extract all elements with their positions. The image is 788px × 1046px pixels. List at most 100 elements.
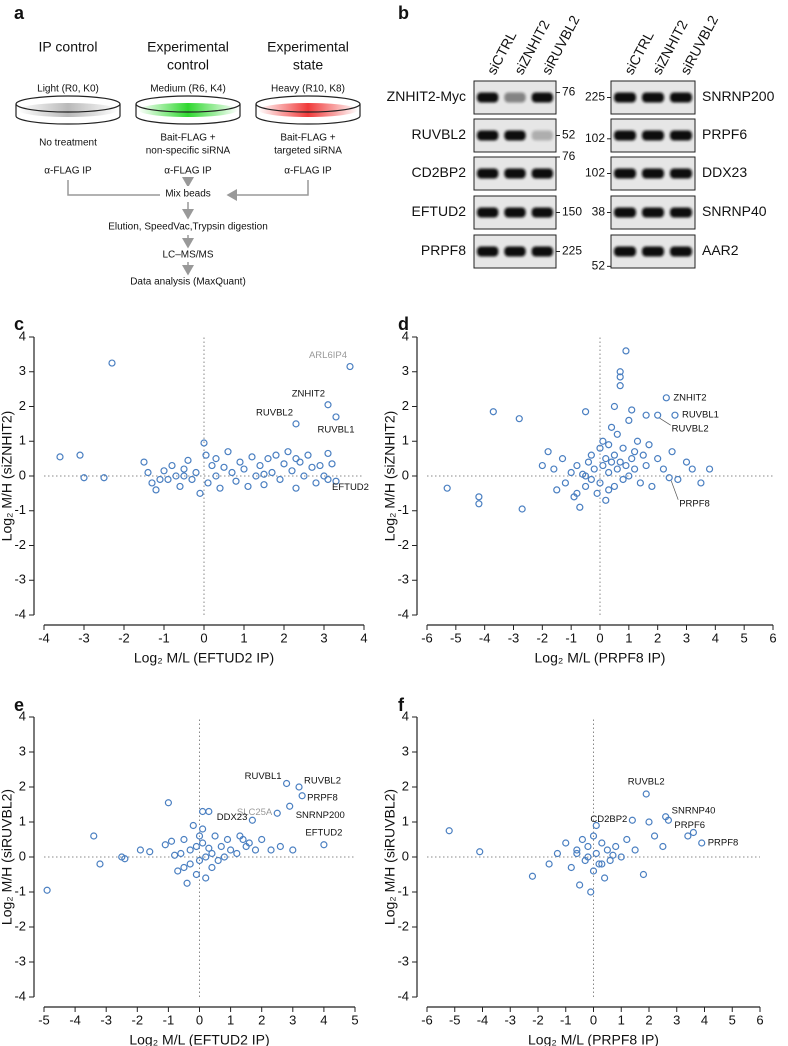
blot-band bbox=[614, 130, 636, 141]
annotated-point bbox=[671, 411, 679, 419]
data-point bbox=[192, 842, 200, 851]
data-point bbox=[443, 484, 451, 492]
data-point bbox=[584, 458, 593, 466]
blot-band bbox=[614, 246, 636, 257]
data-point bbox=[573, 849, 581, 858]
data-point bbox=[186, 860, 194, 868]
leader-line bbox=[659, 417, 671, 426]
y-tick-label: 2 bbox=[402, 778, 409, 793]
data-point bbox=[584, 853, 592, 861]
panel-label: d bbox=[398, 314, 409, 334]
data-point bbox=[682, 458, 691, 466]
blot-band bbox=[670, 92, 692, 103]
y-tick-label: -2 bbox=[14, 918, 26, 933]
point-label: RUVBL2 bbox=[672, 424, 709, 435]
data-point bbox=[616, 368, 624, 376]
data-point bbox=[252, 472, 260, 480]
data-point bbox=[312, 479, 320, 487]
x-tick-label: 1 bbox=[227, 1012, 234, 1027]
data-point bbox=[212, 472, 220, 480]
scatter-plot: d -6 -5 -4 -3 -2 -1 0 1 2 3 4 5 6 -4 -3 -2 -1 0 1 2 3 4 Log₂ M/… bbox=[382, 314, 777, 666]
blot-band bbox=[642, 130, 664, 141]
data-point bbox=[589, 832, 598, 840]
panel-label: e bbox=[14, 695, 24, 715]
y-tick-label: 1 bbox=[402, 813, 409, 828]
mw-marker: 76 bbox=[562, 149, 576, 163]
data-point bbox=[576, 503, 584, 511]
blot-band bbox=[642, 207, 664, 218]
annotated-point bbox=[665, 474, 673, 482]
y-tick-label: -3 bbox=[397, 953, 409, 968]
x-axis-label: Log₂ M/L (EFTUD2 IP) bbox=[134, 650, 274, 666]
x-tick-label: 0 bbox=[200, 630, 207, 645]
blot-band bbox=[531, 168, 553, 179]
data-point bbox=[108, 359, 116, 367]
data-point bbox=[184, 456, 192, 464]
data-point bbox=[171, 851, 179, 859]
y-tick-label: -1 bbox=[14, 883, 26, 898]
point-label: EFTUD2 bbox=[305, 827, 342, 838]
data-point bbox=[144, 468, 152, 477]
panel-label: b bbox=[398, 3, 409, 23]
data-point bbox=[202, 874, 210, 882]
y-tick-label: -1 bbox=[14, 502, 26, 517]
column-title: Experimental bbox=[147, 39, 229, 55]
data-point bbox=[561, 479, 570, 487]
y-tick-label: -4 bbox=[14, 988, 26, 1003]
data-point bbox=[619, 475, 627, 484]
data-point bbox=[613, 430, 621, 438]
blot-band bbox=[504, 92, 526, 103]
annotated-point bbox=[324, 475, 332, 484]
data-point bbox=[545, 860, 553, 868]
protein-label: PRPF6 bbox=[702, 126, 747, 142]
data-point bbox=[697, 479, 705, 487]
scatter-plot: f -6 -5 -4 -3 -2 -1 0 1 2 3 4 5 6 -4 -3 -2 -1 0 1 2 3 4 Log₂ M/… bbox=[382, 695, 764, 1046]
point-label: ARL6IP4 bbox=[309, 350, 347, 361]
data-point bbox=[146, 848, 154, 856]
data-point bbox=[573, 846, 581, 854]
point-label: CD2BP2 bbox=[590, 814, 627, 825]
data-point bbox=[605, 486, 613, 494]
data-point bbox=[515, 415, 523, 423]
y-tick-label: 1 bbox=[19, 813, 26, 828]
data-point bbox=[177, 849, 185, 858]
x-tick-label: -4 bbox=[479, 630, 491, 645]
data-point bbox=[260, 470, 268, 478]
data-point bbox=[192, 468, 200, 477]
scatter-plot: e -5 -4 -3 -2 -1 0 1 2 3 4 5 -4 -3 -2 -1 0 1 2 3 4 Log₂ M/L (… bbox=[0, 695, 359, 1046]
x-axis-label: Log₂ M/L (PRPF8 IP) bbox=[535, 650, 666, 666]
data-point bbox=[164, 799, 172, 807]
data-point bbox=[607, 458, 616, 466]
protein-label: RUVBL2 bbox=[412, 126, 467, 142]
data-point bbox=[199, 825, 207, 833]
workflow-step: Elution, SpeedVac,Trypsin digestion bbox=[108, 222, 268, 233]
data-point bbox=[684, 832, 692, 840]
protein-label: EFTUD2 bbox=[412, 203, 467, 219]
workflow-step: Data analysis (MaxQuant) bbox=[130, 277, 246, 288]
point-label: PRPF8 bbox=[679, 498, 710, 509]
data-point bbox=[180, 472, 188, 480]
data-point bbox=[251, 846, 260, 854]
data-point bbox=[587, 475, 595, 484]
data-point bbox=[202, 451, 210, 459]
medium-label: Heavy (R10, K8) bbox=[271, 84, 345, 95]
x-tick-label: 5 bbox=[729, 1012, 736, 1027]
data-point bbox=[136, 846, 145, 854]
annotated-point bbox=[332, 413, 340, 421]
y-tick-label: -3 bbox=[397, 572, 409, 587]
blot-band bbox=[477, 168, 499, 179]
data-point bbox=[300, 472, 308, 480]
data-point bbox=[659, 842, 667, 851]
data-point bbox=[276, 842, 284, 851]
data-point bbox=[332, 477, 340, 485]
data-point bbox=[544, 448, 552, 456]
blot-band bbox=[504, 207, 526, 218]
point-label: SNRNP200 bbox=[296, 810, 345, 821]
point-label: PRPF8 bbox=[708, 838, 739, 849]
data-point bbox=[476, 848, 484, 856]
data-point bbox=[224, 448, 232, 456]
data-point bbox=[610, 482, 619, 491]
data-point bbox=[600, 874, 609, 882]
data-point bbox=[668, 448, 676, 456]
